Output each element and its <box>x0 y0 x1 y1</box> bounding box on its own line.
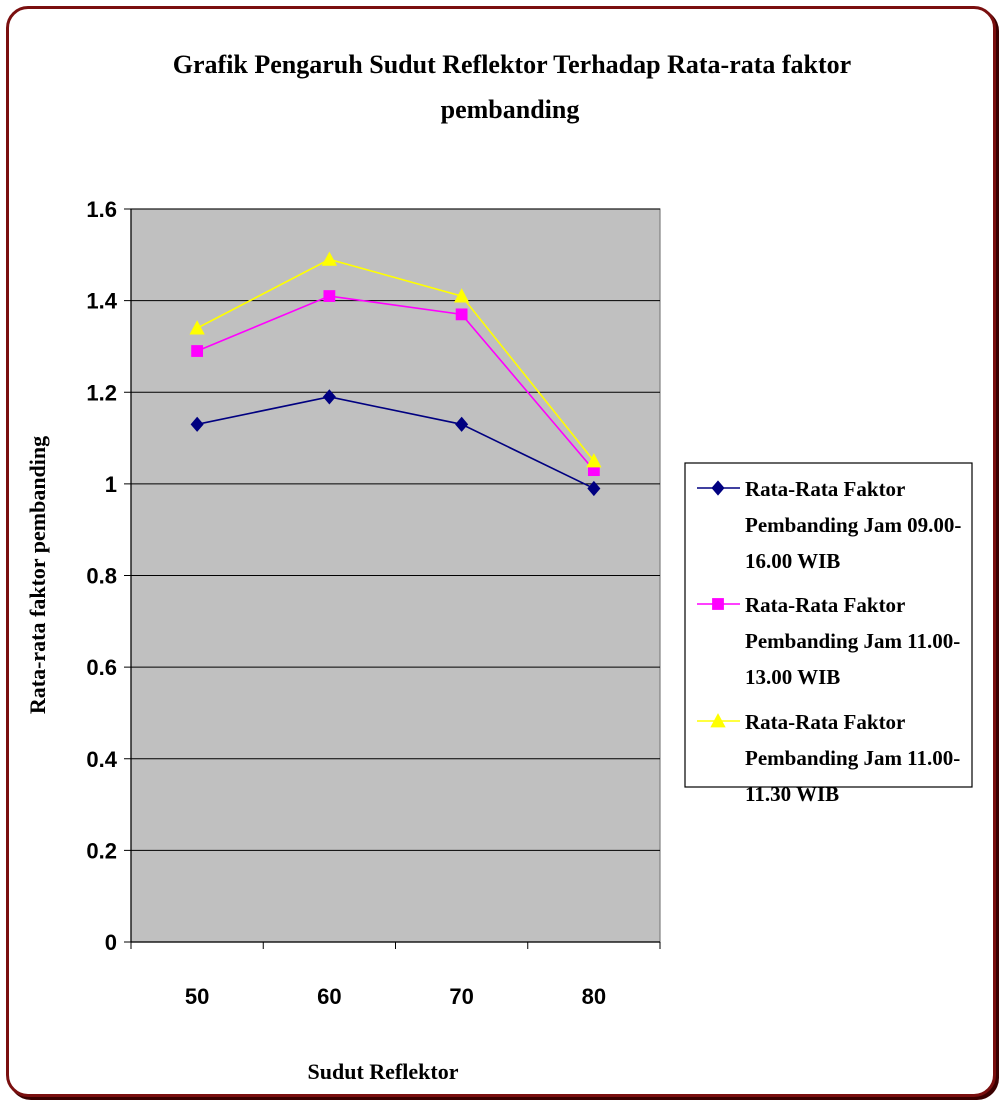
data-point <box>455 416 469 432</box>
x-tick-label: 60 <box>317 984 341 1009</box>
data-point <box>587 480 601 497</box>
series-line <box>196 295 595 471</box>
data-point <box>586 453 602 468</box>
x-tick-label: 50 <box>185 984 209 1009</box>
data-point <box>191 345 204 357</box>
y-tick-label: 0.6 <box>86 655 117 680</box>
legend-box <box>684 462 973 788</box>
chart-title-line-1: Grafik Pengaruh Sudut Reflektor Terhadap… <box>173 50 851 79</box>
data-point <box>189 320 205 335</box>
legend-marker <box>711 480 725 496</box>
legend-entry-text: Pembanding Jam 11.00- <box>745 746 960 770</box>
series-line <box>196 396 595 490</box>
plot-area: 0 0.2 0.4 0.6 0.8 1 1.2 1.4 1.6 50 60 70 80 <box>86 197 661 1009</box>
legend-entry-text: Rata-Rata Faktor <box>745 710 905 734</box>
legend-entry-text: Rata-Rata Faktor <box>745 477 905 501</box>
y-tick-label: 1.2 <box>86 380 117 405</box>
x-axis-label: Sudut Reflektor <box>308 1059 459 1084</box>
y-tick-label: 1.6 <box>86 197 117 222</box>
legend-entry-text: Rata-Rata Faktor <box>745 593 905 617</box>
y-tick-label: 0.8 <box>86 564 117 589</box>
data-point <box>322 389 336 405</box>
data-point <box>453 288 470 303</box>
y-tick-label: 1.4 <box>86 289 117 314</box>
legend-marker <box>712 598 724 610</box>
y-tick-label: 0.2 <box>86 838 117 863</box>
legend-entry-text: 13.00 WIB <box>745 665 840 689</box>
series-line <box>196 258 595 462</box>
legend-marker <box>710 713 726 728</box>
legend: Rata-Rata Faktor Pembanding Jam 09.00- 16.… <box>684 462 973 806</box>
legend-entry-text: Pembanding Jam 09.00- <box>745 513 961 537</box>
legend-entry-text: 11.30 WIB <box>745 782 839 806</box>
data-point <box>190 416 204 432</box>
x-tick-label: 80 <box>582 984 606 1009</box>
chart-title-line-2: pembanding <box>441 95 580 124</box>
legend-entry-text: 16.00 WIB <box>745 549 840 573</box>
x-tick-label: 70 <box>449 984 473 1009</box>
data-point <box>455 308 468 321</box>
y-tick-label: 1 <box>105 472 117 497</box>
y-axis-label: Rata-rata faktor pembanding <box>25 436 50 714</box>
y-tick-label: 0 <box>105 930 117 955</box>
data-point <box>323 290 336 302</box>
data-point <box>321 251 338 266</box>
y-tick-label: 0.4 <box>86 747 117 772</box>
legend-entry-text: Pembanding Jam 11.00- <box>745 629 960 653</box>
